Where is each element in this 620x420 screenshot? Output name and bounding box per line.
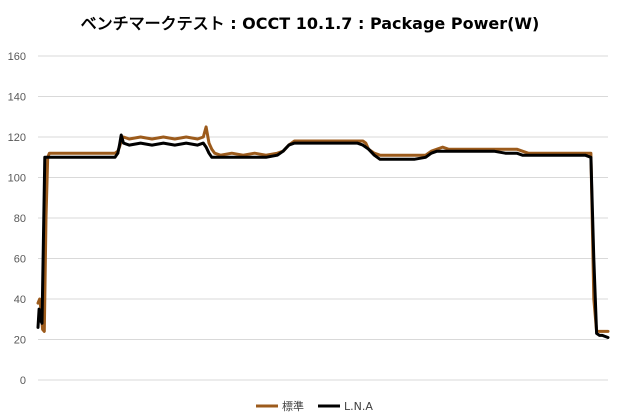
y-tick-label: 160 (8, 51, 26, 63)
chart-title: ベンチマークテスト : OCCT 10.1.7 : Package Power(… (80, 14, 540, 33)
y-tick-label: 60 (14, 254, 26, 266)
legend-label: L.N.A (344, 400, 373, 413)
y-tick-label: 140 (8, 92, 26, 104)
y-tick-label: 40 (14, 294, 26, 306)
y-tick-label: 100 (8, 173, 26, 185)
legend-label: 標準 (282, 399, 304, 413)
y-tick-label: 80 (14, 213, 26, 225)
y-tick-label: 120 (8, 132, 26, 144)
series-line-standard (36, 125, 610, 333)
y-tick-label: 0 (20, 375, 26, 387)
y-tick-label: 20 (14, 335, 26, 347)
series-line-lna (36, 133, 610, 339)
